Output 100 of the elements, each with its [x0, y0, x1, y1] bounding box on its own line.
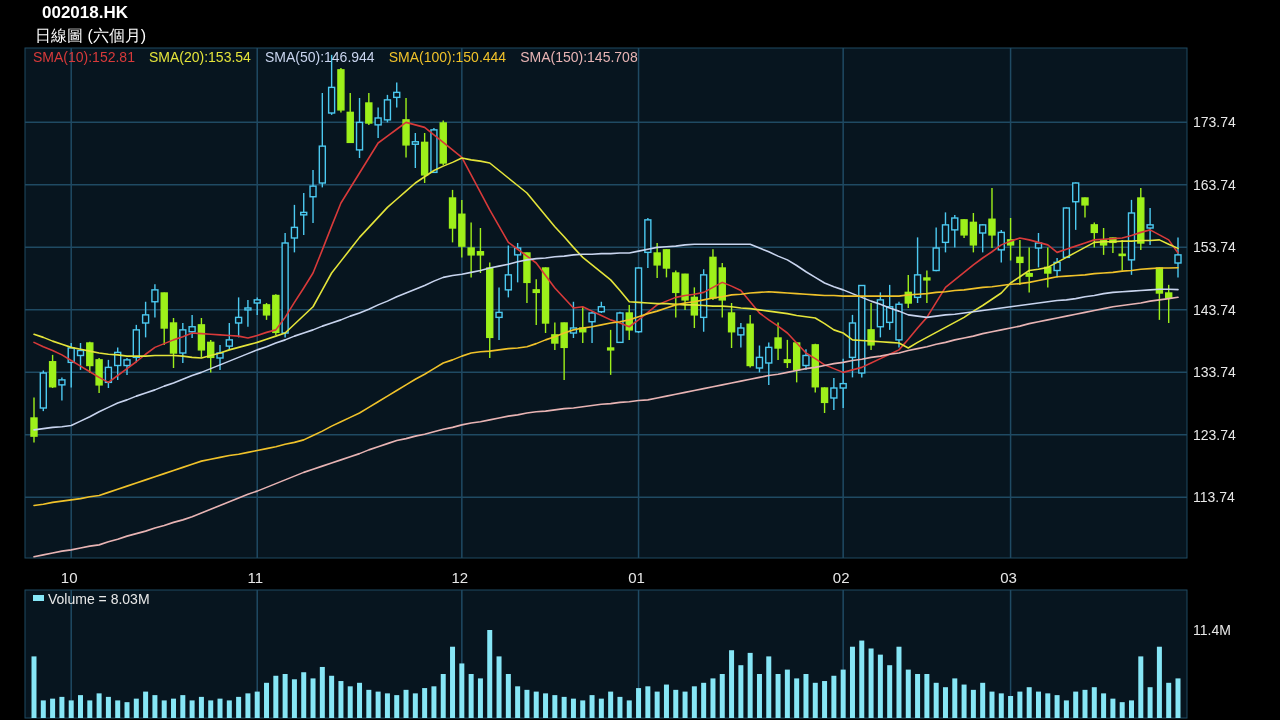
- bar: [1091, 687, 1097, 718]
- candlestick: [393, 81, 401, 109]
- bar: [477, 678, 483, 718]
- bar: [915, 674, 921, 718]
- bar: [1119, 702, 1125, 718]
- candlestick: [1146, 207, 1154, 246]
- chart-title: 002018.HK: [42, 3, 129, 22]
- bar: [877, 654, 883, 718]
- bar: [59, 696, 65, 718]
- bar: [719, 674, 725, 718]
- y-tick-label: 133.74: [1193, 364, 1237, 381]
- bar: [617, 696, 623, 718]
- text: SMA(10):152.81: [33, 49, 136, 65]
- bar: [384, 693, 390, 718]
- bar: [403, 689, 409, 718]
- x-tick-label: 01: [628, 569, 645, 586]
- bar: [756, 674, 762, 718]
- candlestick: [1071, 181, 1080, 231]
- bar: [31, 656, 37, 718]
- bar: [1166, 682, 1172, 718]
- candlestick: [383, 94, 392, 124]
- bar: [682, 691, 688, 718]
- candlestick: [913, 236, 922, 304]
- bar: [608, 691, 614, 718]
- text: SMA(20):153.54: [148, 49, 252, 65]
- candlestick: [923, 269, 931, 304]
- bar: [1101, 693, 1107, 718]
- y-tick-label: 113.74: [1193, 489, 1235, 506]
- bar: [859, 640, 865, 718]
- candlestick: [225, 322, 234, 351]
- bar: [803, 674, 809, 718]
- bar: [161, 700, 167, 718]
- bar: [171, 698, 177, 718]
- candlestick: [653, 242, 661, 279]
- bar: [1026, 687, 1032, 718]
- candlestick: [783, 339, 792, 369]
- bar: [347, 686, 353, 718]
- bar: [375, 691, 381, 718]
- candlestick: [309, 169, 317, 224]
- bar: [970, 689, 976, 718]
- bar: [180, 695, 186, 718]
- candlestick: [941, 211, 950, 254]
- bar: [1082, 689, 1088, 718]
- bar: [78, 695, 83, 718]
- bar: [319, 666, 325, 718]
- bar: [301, 672, 307, 718]
- bar: [989, 691, 995, 718]
- candlestick: [1025, 246, 1033, 294]
- bar: [189, 700, 195, 718]
- x-tick-label: 11: [247, 569, 264, 586]
- bar: [868, 648, 874, 718]
- candlestick: [290, 204, 299, 254]
- bar: [226, 700, 232, 718]
- bar: [710, 678, 716, 718]
- y-tick-label: 163.74: [1193, 176, 1237, 193]
- candlestick: [1174, 236, 1182, 279]
- bar: [459, 663, 465, 718]
- bar: [729, 650, 735, 718]
- bar: [1035, 691, 1041, 718]
- bar: [236, 696, 242, 718]
- bar: [942, 687, 948, 718]
- bar: [691, 686, 697, 718]
- candlestick: [151, 283, 159, 319]
- candlestick: [467, 221, 475, 279]
- bar: [1045, 693, 1051, 718]
- bar: [812, 682, 818, 718]
- candlestick: [532, 278, 540, 326]
- bar: [264, 682, 270, 718]
- bar: [673, 689, 679, 718]
- bar: [366, 689, 372, 718]
- bar: [338, 681, 344, 718]
- text: 11.4M: [1193, 622, 1231, 638]
- bar: [273, 675, 279, 718]
- bar: [905, 669, 911, 718]
- bar: [254, 691, 260, 718]
- bar: [663, 684, 669, 718]
- y-tick-label: 153.74: [1193, 239, 1237, 256]
- bar: [580, 700, 586, 718]
- bar: [933, 682, 939, 718]
- candlestick: [58, 376, 66, 402]
- candlestick: [988, 187, 996, 249]
- candlestick: [504, 244, 513, 299]
- candlestick: [727, 302, 736, 349]
- bar: [1054, 695, 1060, 718]
- candlestick: [1165, 284, 1173, 324]
- candlestick: [755, 344, 764, 374]
- candlestick: [802, 348, 810, 371]
- x-tick-label: 02: [832, 569, 850, 586]
- bar: [357, 682, 363, 718]
- bar: [440, 674, 446, 718]
- candlestick: [765, 341, 773, 386]
- bar: [552, 695, 558, 718]
- bar: [747, 652, 753, 718]
- bar: [998, 693, 1004, 718]
- bar: [961, 684, 967, 718]
- bar: [505, 674, 511, 718]
- y-tick-label: 173.74: [1193, 114, 1237, 131]
- bar: [1138, 656, 1144, 718]
- bar: [626, 700, 632, 718]
- line-series: [33, 266, 1179, 507]
